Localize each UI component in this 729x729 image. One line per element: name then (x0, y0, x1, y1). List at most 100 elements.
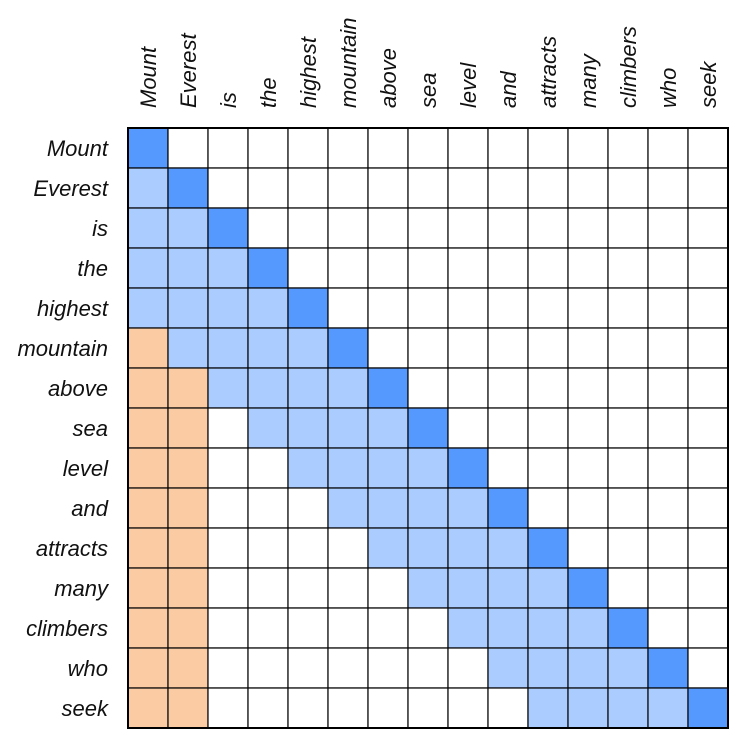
attention-cell-empty (287, 687, 329, 729)
attention-cell-empty (647, 127, 689, 169)
attention-cell-global (167, 447, 209, 489)
attention-cell-window (167, 207, 209, 249)
attention-cell-empty (567, 287, 609, 329)
attention-cell-empty (327, 247, 369, 289)
attention-cell-empty (607, 447, 649, 489)
attention-cell-global (127, 567, 169, 609)
attention-cell-window (647, 687, 689, 729)
attention-cell-empty (247, 127, 289, 169)
attention-cell-empty (447, 327, 489, 369)
attention-cell-empty (527, 167, 569, 209)
attention-cell-empty (207, 567, 249, 609)
attention-cell-empty (607, 567, 649, 609)
row-label: many (54, 576, 110, 601)
column-label: highest (296, 36, 321, 108)
attention-cell-window (287, 447, 329, 489)
attention-cell-empty (487, 687, 529, 729)
attention-cell-empty (407, 247, 449, 289)
attention-cell-empty (647, 407, 689, 449)
attention-cell-self (327, 327, 369, 369)
attention-cell-empty (487, 367, 529, 409)
attention-cell-window (407, 567, 449, 609)
attention-cell-global (167, 487, 209, 529)
row-label: sea (73, 416, 108, 441)
row-label: the (77, 256, 108, 281)
row-label: seek (62, 696, 109, 721)
attention-cell-empty (687, 367, 729, 409)
row-label: mountain (17, 336, 108, 361)
attention-cell-empty (687, 407, 729, 449)
attention-cell-empty (287, 527, 329, 569)
attention-cell-empty (687, 647, 729, 689)
attention-cell-empty (687, 127, 729, 169)
attention-cell-window (207, 327, 249, 369)
row-label: above (48, 376, 108, 401)
attention-cell-empty (647, 487, 689, 529)
column-label: above (376, 48, 401, 108)
attention-cell-empty (607, 527, 649, 569)
attention-cell-empty (567, 367, 609, 409)
attention-cell-window (367, 407, 409, 449)
attention-cell-global (167, 407, 209, 449)
attention-cell-empty (207, 647, 249, 689)
attention-cell-empty (447, 167, 489, 209)
attention-cell-empty (167, 127, 209, 169)
attention-cell-empty (527, 287, 569, 329)
attention-cell-empty (367, 287, 409, 329)
attention-cell-empty (327, 167, 369, 209)
column-label: many (576, 52, 601, 108)
attention-cell-empty (687, 287, 729, 329)
attention-cell-empty (527, 327, 569, 369)
attention-cell-global (167, 567, 209, 609)
attention-cell-empty (327, 567, 369, 609)
attention-cell-window (247, 407, 289, 449)
row-label: is (92, 216, 108, 241)
attention-cell-empty (367, 247, 409, 289)
attention-cell-global (127, 607, 169, 649)
attention-cell-empty (687, 247, 729, 289)
attention-cell-empty (207, 607, 249, 649)
attention-cell-empty (447, 407, 489, 449)
attention-cell-empty (207, 407, 249, 449)
attention-cell-empty (487, 167, 529, 209)
attention-cell-window (527, 687, 569, 729)
attention-cell-empty (527, 127, 569, 169)
attention-cell-empty (487, 207, 529, 249)
attention-cell-empty (647, 247, 689, 289)
attention-cell-empty (367, 607, 409, 649)
attention-cell-self (367, 367, 409, 409)
attention-cell-empty (647, 167, 689, 209)
attention-cell-self (687, 687, 729, 729)
attention-cell-empty (447, 647, 489, 689)
attention-cell-empty (287, 647, 329, 689)
attention-cell-empty (247, 167, 289, 209)
attention-cell-window (607, 647, 649, 689)
attention-cell-empty (567, 327, 609, 369)
attention-cell-empty (287, 207, 329, 249)
attention-cell-empty (207, 127, 249, 169)
attention-cell-empty (527, 207, 569, 249)
attention-cell-empty (647, 207, 689, 249)
attention-cell-window (127, 287, 169, 329)
attention-cell-global (127, 487, 169, 529)
attention-cell-empty (567, 487, 609, 529)
row-label: highest (37, 296, 109, 321)
attention-cell-empty (287, 167, 329, 209)
attention-cell-empty (407, 607, 449, 649)
attention-cell-empty (487, 407, 529, 449)
attention-cell-empty (607, 247, 649, 289)
attention-cell-empty (567, 247, 609, 289)
attention-cell-empty (487, 287, 529, 329)
attention-cell-empty (207, 447, 249, 489)
attention-cell-global (167, 647, 209, 689)
attention-cell-self (567, 567, 609, 609)
attention-cell-empty (367, 327, 409, 369)
attention-cell-self (167, 167, 209, 209)
attention-cell-window (167, 287, 209, 329)
attention-cell-empty (327, 647, 369, 689)
row-label: who (68, 656, 108, 681)
attention-cell-empty (567, 447, 609, 489)
attention-cell-global (127, 687, 169, 729)
attention-cell-global (127, 447, 169, 489)
